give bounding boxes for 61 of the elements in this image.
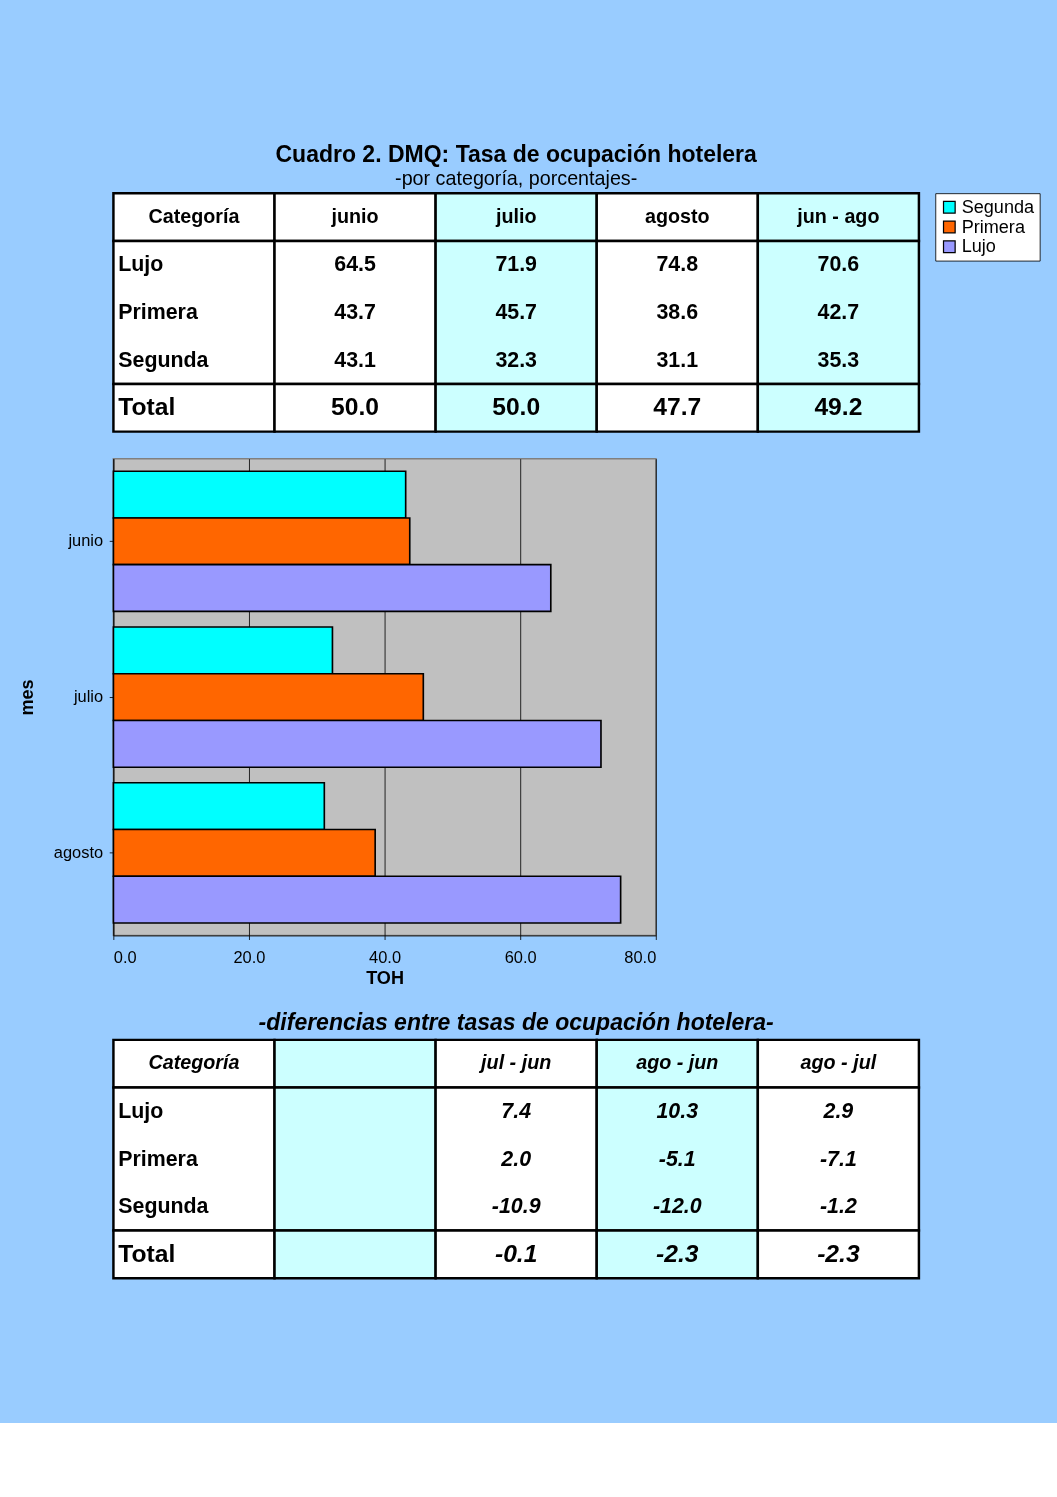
text: -por categoría, porcentajes- [395,166,638,189]
series-label: junio [330,204,379,227]
legend-label: Segunda [961,197,1035,217]
y-tick-label: agosto [53,842,104,861]
text: Cuadro 2. DMQ: Tasa de ocupación hotelera [275,140,758,167]
data-label: -2.3 [656,1239,699,1267]
data-label: 38.6 [656,300,699,325]
category-label: Primera [118,1146,199,1171]
x-tick-label: 60.0 [504,948,537,967]
data-label: 35.3 [817,347,860,372]
x-tick-label: 20.0 [233,948,266,967]
category-label: Segunda [118,1194,210,1219]
data-label: 47.7 [653,393,702,421]
text: -diferencias entre tasas de ocupación hotelera- [258,1009,774,1036]
data-label: -1.2 [819,1194,857,1219]
category-label: Lujo [118,1098,164,1123]
data-label: 70.6 [817,252,860,277]
category-label: Primera [118,300,199,325]
series-label: ago - jun [636,1051,719,1074]
data-label: -12.0 [652,1194,702,1219]
category-label: Segunda [118,347,210,372]
data-label: 71.9 [495,252,538,277]
data-label: 42.7 [817,300,860,325]
series-label: jun - ago [796,204,880,227]
text: Categoría [148,204,241,227]
data-label: 49.2 [814,393,863,421]
category-label: Total [118,1239,176,1267]
data-label: 45.7 [495,300,537,325]
data-label: 10.3 [656,1098,699,1123]
data-label: 43.7 [334,300,376,325]
x-tick-label: 80.0 [624,948,657,967]
data-label: -10.9 [491,1194,541,1219]
y-tick-label: junio [67,531,104,550]
legend-label: Primera [961,216,1026,237]
data-label: 2.9 [822,1098,854,1123]
legend-label: Lujo [961,236,996,257]
data-label: -7.1 [819,1146,857,1171]
data-label: -2.3 [817,1239,860,1267]
y-axis-title: mes [17,679,38,716]
data-label: 32.3 [495,347,538,372]
data-label: 64.5 [334,252,376,277]
data-label: 43.1 [334,347,376,372]
x-tick-label: 40.0 [369,948,402,967]
x-tick-label: 0.0 [113,948,137,967]
data-label: 50.0 [331,393,380,421]
x-axis-title: TOH [366,967,404,988]
series-label: julio [494,204,537,227]
series-label: agosto [644,204,710,227]
data-label: 31.1 [656,347,699,372]
text: Categoría [148,1051,240,1074]
data-label: -0.1 [494,1239,538,1267]
data-label: -5.1 [658,1146,696,1171]
category-label: Lujo [118,252,164,277]
series-label: jul - jun [478,1051,552,1074]
data-label: 7.4 [501,1098,532,1123]
y-tick-label: julio [72,687,104,706]
data-label: 50.0 [492,393,541,421]
data-label: 74.8 [656,252,699,277]
series-label: ago - jul [800,1051,877,1074]
data-label: 2.0 [500,1146,532,1171]
category-label: Total [118,393,176,421]
